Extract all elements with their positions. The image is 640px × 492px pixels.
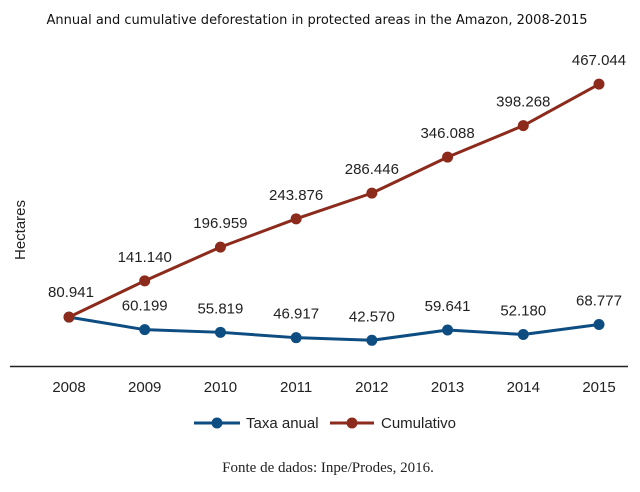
data-point-taxa-anual[interactable] bbox=[442, 324, 454, 336]
data-label-cumulativo: 467.044 bbox=[572, 52, 626, 69]
data-label-cumulativo: 141.140 bbox=[118, 249, 172, 266]
data-point-taxa-anual[interactable] bbox=[290, 332, 302, 344]
x-tick-label: 2012 bbox=[355, 379, 388, 396]
data-label-taxa-anual: 59.641 bbox=[425, 298, 471, 315]
data-point-taxa-anual[interactable] bbox=[214, 326, 226, 338]
data-label-taxa-anual: 68.777 bbox=[576, 292, 622, 309]
data-point-taxa-anual[interactable] bbox=[517, 329, 529, 341]
series-line-cumulativo bbox=[68, 82, 600, 319]
data-label-cumulativo: 243.876 bbox=[269, 187, 323, 204]
y-axis-label: Hectares bbox=[12, 200, 29, 260]
data-label-taxa-anual: 55.819 bbox=[197, 300, 243, 317]
x-tick-label: 2015 bbox=[582, 379, 615, 396]
data-point-cumulativo[interactable] bbox=[593, 78, 605, 90]
series-layer bbox=[63, 78, 605, 346]
data-point-cumulativo[interactable] bbox=[366, 187, 378, 199]
x-tick-label: 2014 bbox=[507, 379, 540, 396]
x-tick-label: 2011 bbox=[280, 379, 312, 396]
data-point-cumulativo[interactable] bbox=[517, 120, 529, 132]
legend-marker-taxa-anual bbox=[211, 417, 223, 429]
legend-item-cumulativo[interactable]: Cumulativo bbox=[330, 415, 456, 432]
legend-label-cumulativo: Cumulativo bbox=[381, 415, 456, 432]
legend: Taxa anual Cumulativo bbox=[194, 415, 456, 432]
x-tick-label: 2008 bbox=[52, 379, 85, 396]
data-point-cumulativo[interactable] bbox=[290, 213, 302, 225]
data-labels: 60.199 55.819 46.917 42.570 59.641 52.180 68.7… bbox=[48, 52, 626, 325]
data-point-cumulativo[interactable] bbox=[139, 275, 151, 287]
x-tick-label: 2010 bbox=[204, 379, 237, 396]
data-point-taxa-anual[interactable] bbox=[593, 318, 605, 330]
data-point-taxa-anual[interactable] bbox=[366, 334, 378, 346]
series-line-taxa-anual bbox=[68, 315, 600, 342]
data-point-taxa-anual[interactable] bbox=[139, 324, 151, 336]
chart-title: Annual and cumulative deforestation in p… bbox=[47, 13, 588, 28]
data-label-cumulativo: 80.941 bbox=[48, 284, 94, 301]
data-label-taxa-anual: 52.180 bbox=[500, 303, 546, 320]
data-label-taxa-anual: 46.917 bbox=[273, 306, 319, 323]
x-tick-labels: 2008 2009 2010 2011 2012 2013 2014 2015 bbox=[52, 379, 615, 396]
data-point-cumulativo[interactable] bbox=[442, 151, 454, 163]
data-point-cumulativo[interactable] bbox=[63, 311, 75, 323]
legend-item-taxa-anual[interactable]: Taxa anual bbox=[194, 415, 319, 432]
data-label-cumulativo: 286.446 bbox=[345, 161, 399, 178]
legend-label-taxa-anual: Taxa anual bbox=[246, 415, 319, 432]
x-tick-label: 2009 bbox=[128, 379, 161, 396]
data-label-cumulativo: 346.088 bbox=[420, 125, 474, 142]
source-note: Fonte de dados: Inpe/Prodes, 2016. bbox=[222, 460, 434, 476]
data-label-cumulativo: 398.268 bbox=[496, 94, 550, 111]
data-label-taxa-anual: 42.570 bbox=[349, 308, 395, 325]
x-tick-label: 2013 bbox=[431, 379, 464, 396]
data-point-cumulativo[interactable] bbox=[214, 241, 226, 253]
data-label-taxa-anual: 60.199 bbox=[122, 298, 168, 315]
legend-marker-cumulativo bbox=[346, 417, 358, 429]
data-label-cumulativo: 196.959 bbox=[193, 215, 247, 232]
